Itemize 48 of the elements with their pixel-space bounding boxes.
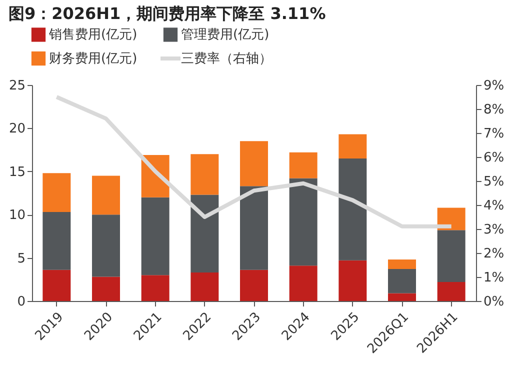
bar xyxy=(338,260,367,301)
y-tick-label: 15 xyxy=(8,164,26,180)
y2-tick-label: 3% xyxy=(484,222,504,238)
bar xyxy=(141,275,170,301)
bar xyxy=(190,154,219,195)
bar xyxy=(240,186,268,270)
bar xyxy=(437,208,466,230)
bar xyxy=(42,270,71,301)
bar xyxy=(338,158,367,260)
line-series xyxy=(54,95,454,228)
bar xyxy=(92,214,120,277)
bar xyxy=(289,266,318,301)
bar xyxy=(240,270,268,301)
y2-tick-label: 7% xyxy=(484,126,504,142)
chart-title: 图9：2026H1，期间费用率下降至 3.11% xyxy=(8,4,326,23)
y-tick-label: 10 xyxy=(8,208,26,224)
legend-label: 财务费用(亿元) xyxy=(49,52,138,66)
y2-tick-label: 2% xyxy=(484,246,504,262)
bar xyxy=(92,176,120,215)
bar xyxy=(141,197,170,276)
bar xyxy=(42,173,71,212)
y2-tick-label: 5% xyxy=(484,174,504,190)
legend-label: 管理费用(亿元) xyxy=(181,28,270,43)
bar xyxy=(92,276,120,301)
y2-tick-label: 6% xyxy=(484,150,504,166)
bar xyxy=(190,272,219,301)
y2-tick-label: 1% xyxy=(484,270,504,286)
bar xyxy=(190,194,219,272)
bar xyxy=(42,212,71,270)
y2-tick-label: 9% xyxy=(484,78,504,94)
bar xyxy=(388,260,416,270)
y2-tick-label: 4% xyxy=(484,198,504,214)
y-tick-label: 25 xyxy=(8,78,26,94)
legend-label: 三费率（右轴） xyxy=(181,50,272,66)
bar xyxy=(437,282,466,301)
y-tick-label: 20 xyxy=(8,122,26,137)
bar xyxy=(338,134,367,158)
y2-tick-label: 0% xyxy=(484,294,504,310)
bar xyxy=(388,293,416,301)
bar xyxy=(289,152,318,178)
bar xyxy=(289,178,318,266)
y-tick-label: 0 xyxy=(17,294,26,310)
y2-tick-label: 8% xyxy=(484,102,504,118)
y-tick-label: 5 xyxy=(17,251,26,266)
bar xyxy=(437,230,466,282)
bar xyxy=(240,141,268,186)
legend-label: 销售费用(亿元) xyxy=(48,28,138,43)
bar xyxy=(388,269,416,294)
